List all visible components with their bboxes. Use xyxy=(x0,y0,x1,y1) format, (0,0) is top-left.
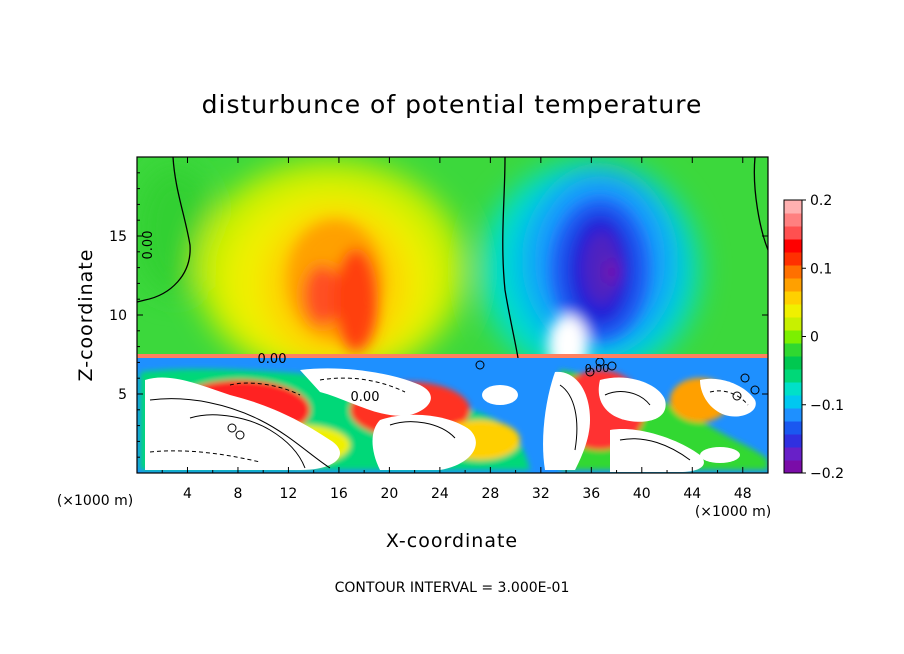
x-tick-label: 44 xyxy=(683,486,701,502)
colorbar-swatch xyxy=(784,200,802,214)
x-tick-label: 4 xyxy=(183,486,192,502)
y-tick-label: 15 xyxy=(109,229,127,245)
x-tick-label: 20 xyxy=(380,486,398,502)
x-tick-label: 8 xyxy=(233,486,242,502)
x-tick-label: 12 xyxy=(280,486,298,502)
x-tick-label: 28 xyxy=(481,486,499,502)
x-tick-label: 24 xyxy=(431,486,449,502)
contour-label: 0.00 xyxy=(141,231,156,260)
colorbar-swatch xyxy=(784,356,802,370)
colorbar-swatch xyxy=(784,382,802,396)
x-tick-label: 32 xyxy=(532,486,550,502)
colorbar-swatch xyxy=(784,265,802,279)
x-tick-label: 48 xyxy=(734,486,752,502)
colorbar-swatch xyxy=(784,408,802,422)
colorbar-swatch xyxy=(784,213,802,227)
chart-title: disturbunce of potential temperature xyxy=(202,90,703,119)
colorbar-swatch xyxy=(784,369,802,383)
colorbar-swatch xyxy=(784,421,802,435)
colorbar-tick-label: 0 xyxy=(810,330,819,346)
colorbar-swatch xyxy=(784,304,802,318)
y-tick-label: 5 xyxy=(118,387,127,403)
colorbar: 0.2 0.1 0 −0.1 −0.2 xyxy=(783,193,844,482)
x-tick-label: 36 xyxy=(582,486,600,502)
contour-label: 0.00 xyxy=(585,362,610,375)
x-unit-right: (×1000 m) xyxy=(695,504,771,520)
colorbar-swatch xyxy=(784,434,802,448)
colorbar-swatch xyxy=(784,317,802,331)
colorbar-swatch xyxy=(784,252,802,266)
colorbar-swatch xyxy=(784,460,802,474)
colorbar-tick-label: −0.1 xyxy=(810,398,844,414)
x-tick-label: 16 xyxy=(330,486,348,502)
colorbar-swatch xyxy=(784,278,802,292)
contour-interval-footer: CONTOUR INTERVAL = 3.000E-01 xyxy=(335,580,570,596)
colorbar-swatch xyxy=(784,239,802,253)
x-tick-label: 40 xyxy=(633,486,651,502)
colorbar-swatch xyxy=(784,330,802,344)
colorbar-swatch xyxy=(784,447,802,461)
y-tick-label: 10 xyxy=(109,308,127,324)
colorbar-tick-label: 0.1 xyxy=(810,261,832,277)
colorbar-swatch xyxy=(784,226,802,240)
colorbar-tick-label: −0.2 xyxy=(810,466,844,482)
contour-label: 0.00 xyxy=(258,352,287,367)
colorbar-tick-label: 0.2 xyxy=(810,193,832,209)
x-unit-left: (×1000 m) xyxy=(57,493,133,509)
colorbar-swatch xyxy=(784,291,802,305)
colorbar-swatch xyxy=(784,343,802,357)
colorbar-swatch xyxy=(784,395,802,409)
x-axis-label: X-coordinate xyxy=(386,530,518,552)
heatmap-field: 0.00 0.00 0.00 0.00 xyxy=(137,157,768,473)
contour-label: 0.00 xyxy=(351,390,380,405)
y-axis-label: Z-coordinate xyxy=(75,249,97,382)
